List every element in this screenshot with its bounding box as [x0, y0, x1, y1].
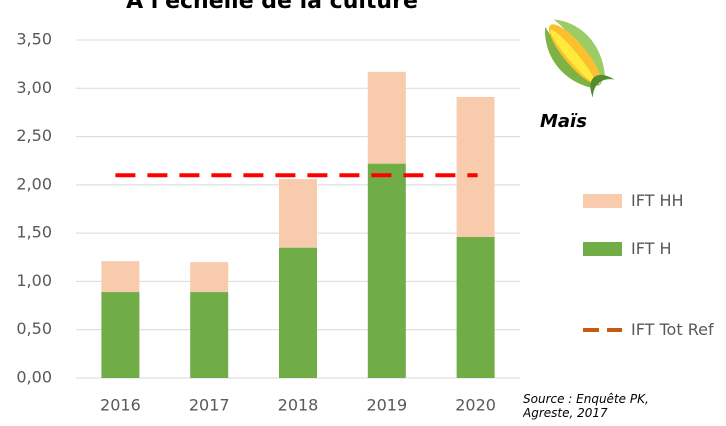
legend-label: IFT Tot Ref	[631, 320, 714, 339]
bar-segment	[367, 163, 406, 378]
bar-segment	[456, 96, 495, 238]
y-tick-label: 2,50	[16, 126, 52, 145]
y-tick-label: 3,50	[16, 30, 52, 49]
y-tick-label: 3,00	[16, 78, 52, 97]
y-tick-label: 2,00	[16, 174, 52, 193]
bar-segment	[456, 237, 495, 378]
legend-swatch	[583, 194, 622, 208]
bar-segment	[190, 262, 229, 293]
bar-segment	[190, 292, 229, 378]
x-tick-label: 2016	[100, 396, 141, 415]
legend-swatch	[583, 242, 622, 256]
annotation: Maïs	[540, 111, 587, 132]
x-tick-label: 2020	[455, 396, 496, 415]
x-tick-label: 2018	[278, 396, 319, 415]
y-tick-label: 0,00	[16, 368, 52, 387]
y-tick-label: 1,00	[16, 271, 52, 290]
x-tick-label: 2019	[366, 396, 407, 415]
x-tick-label: 2017	[189, 396, 230, 415]
source-note: Source : Enquête PK, Agreste, 2017	[523, 392, 649, 420]
chart-title: A l'échelle de la culture	[126, 0, 418, 14]
bar-segment	[101, 292, 140, 378]
y-tick-label: 0,50	[16, 319, 52, 338]
legend-label: IFT HH	[631, 191, 684, 210]
legend-label: IFT H	[631, 239, 672, 258]
bar-segment	[101, 261, 140, 293]
bar-segment	[279, 247, 317, 378]
bar-segment	[367, 71, 406, 164]
bar-segment	[279, 179, 317, 248]
corn-icon	[545, 19, 615, 98]
y-tick-label: 1,50	[16, 223, 52, 242]
